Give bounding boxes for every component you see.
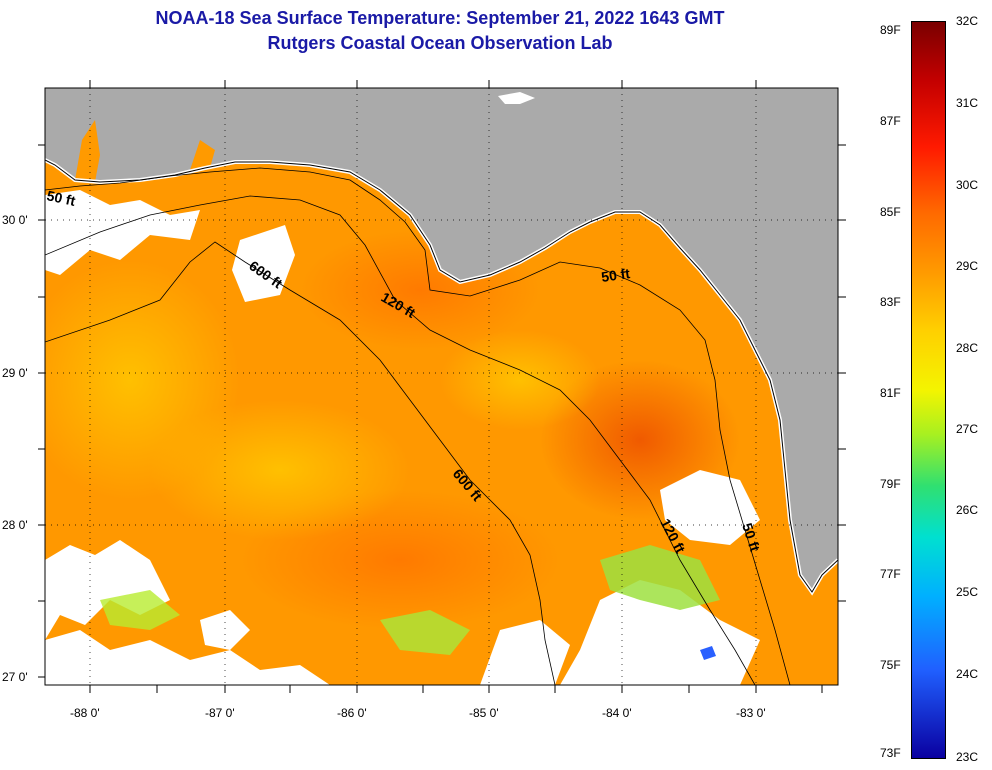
colorbar-f-label: 81F [880,386,901,400]
colorbar-f-label: 89F [880,23,901,37]
lon-label: -88 0' [70,706,100,720]
cool-water [380,610,470,655]
coastline [45,159,838,593]
contour-50ft [45,167,791,685]
colorbar-c-label: 27C [956,422,979,436]
cool-patch [150,400,410,540]
colorbar-f-label: 73F [880,746,901,760]
map-title: NOAA-18 Sea Surface Temperature: Septemb… [155,8,725,28]
cloud-cover [200,610,250,650]
cool-patch [440,330,600,430]
bay [75,120,100,182]
colorbar-f-label: 83F [880,295,901,309]
colorbar-c-label: 25C [956,585,979,599]
map-subtitle: Rutgers Coastal Ocean Observation Lab [267,33,613,53]
contour-600ft [45,241,556,685]
lake [498,92,535,104]
lon-label: -83 0' [736,706,766,720]
lon-label: -84 0' [602,706,632,720]
colorbar-c-label: 30C [956,178,979,192]
colorbar-c-label: 28C [956,341,979,355]
lat-label: 29 0' [2,366,28,380]
lon-label: -87 0' [205,706,235,720]
lon-label: -86 0' [337,706,367,720]
contour-120ft [45,195,756,685]
cool-water [100,590,180,630]
colorbar-c-label: 29C [956,259,979,273]
contour-label: 50 ft [45,187,77,209]
colorbar-c-label: 23C [956,750,979,764]
contour-label: 50 ft [600,265,631,285]
cloud-cover [45,190,200,275]
temperature-colorbar [911,21,946,759]
colorbar-f-label: 87F [880,114,901,128]
cloud-cover [480,620,570,685]
colorbar-c-label: 26C [956,503,979,517]
cloud-cover [560,580,760,685]
colorbar-c-label: 32C [956,14,979,28]
lon-label: -85 0' [469,706,499,720]
colorbar-f-label: 75F [880,658,901,672]
cloud-cover [45,540,170,640]
cloud-cover [45,630,330,685]
colorbar-c-label: 31C [956,96,979,110]
cool-water [600,545,720,610]
bay [190,140,215,170]
cloud-cover [660,470,760,545]
lat-label: 27 0' [2,670,28,684]
land-mass [45,88,838,592]
cool-water [700,646,716,660]
colorbar-f-label: 79F [880,477,901,491]
colorbar-c-label: 24C [956,667,979,681]
lat-label: 30 0' [2,213,28,227]
colorbar-f-label: 77F [880,567,901,581]
colorbar-f-label: 85F [880,205,901,219]
map-frame [44,87,839,686]
cloud-cover [232,225,295,302]
lat-label: 28 0' [2,518,28,532]
